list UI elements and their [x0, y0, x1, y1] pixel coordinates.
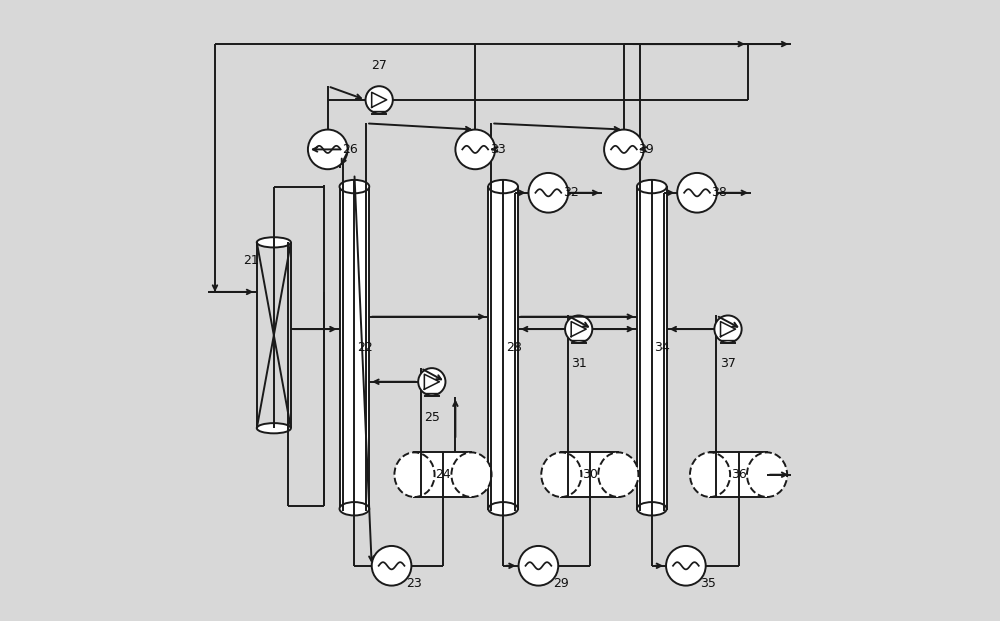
Text: 23: 23 — [406, 577, 422, 589]
Bar — [710, 452, 767, 497]
Ellipse shape — [488, 180, 518, 193]
Ellipse shape — [340, 180, 369, 193]
Text: 31: 31 — [571, 356, 587, 369]
Circle shape — [455, 130, 495, 170]
Text: 26: 26 — [342, 143, 358, 156]
Circle shape — [529, 173, 568, 212]
Ellipse shape — [257, 237, 291, 247]
Circle shape — [372, 546, 411, 586]
Circle shape — [714, 315, 742, 343]
Circle shape — [366, 86, 393, 114]
Bar — [637, 186, 667, 509]
Text: 21: 21 — [243, 255, 259, 268]
Bar — [340, 186, 369, 509]
Ellipse shape — [394, 452, 435, 497]
Text: 38: 38 — [711, 186, 727, 199]
Ellipse shape — [690, 452, 730, 497]
Text: 25: 25 — [424, 410, 440, 424]
Ellipse shape — [451, 452, 492, 497]
Text: 36: 36 — [731, 468, 746, 481]
Ellipse shape — [488, 502, 518, 515]
Text: 22: 22 — [357, 341, 373, 354]
Text: 27: 27 — [371, 59, 387, 72]
Circle shape — [308, 130, 348, 170]
Text: 37: 37 — [720, 356, 736, 369]
Bar — [561, 452, 618, 497]
Ellipse shape — [637, 502, 667, 515]
Bar — [414, 452, 471, 497]
Circle shape — [677, 173, 717, 212]
Text: 28: 28 — [506, 341, 522, 354]
Ellipse shape — [340, 502, 369, 515]
Circle shape — [565, 315, 592, 343]
Ellipse shape — [257, 423, 291, 433]
Text: 30: 30 — [582, 468, 598, 481]
Circle shape — [666, 546, 706, 586]
Text: 24: 24 — [435, 468, 451, 481]
Text: 34: 34 — [654, 341, 670, 354]
Ellipse shape — [541, 452, 581, 497]
Ellipse shape — [598, 452, 638, 497]
Text: 32: 32 — [563, 186, 579, 199]
Text: 29: 29 — [553, 577, 569, 589]
Circle shape — [519, 546, 558, 586]
Text: 35: 35 — [700, 577, 716, 589]
Circle shape — [604, 130, 644, 170]
Text: 33: 33 — [490, 143, 505, 156]
Ellipse shape — [637, 180, 667, 193]
Bar — [488, 186, 518, 509]
Text: 39: 39 — [638, 143, 654, 156]
Ellipse shape — [747, 452, 787, 497]
Circle shape — [418, 368, 445, 396]
